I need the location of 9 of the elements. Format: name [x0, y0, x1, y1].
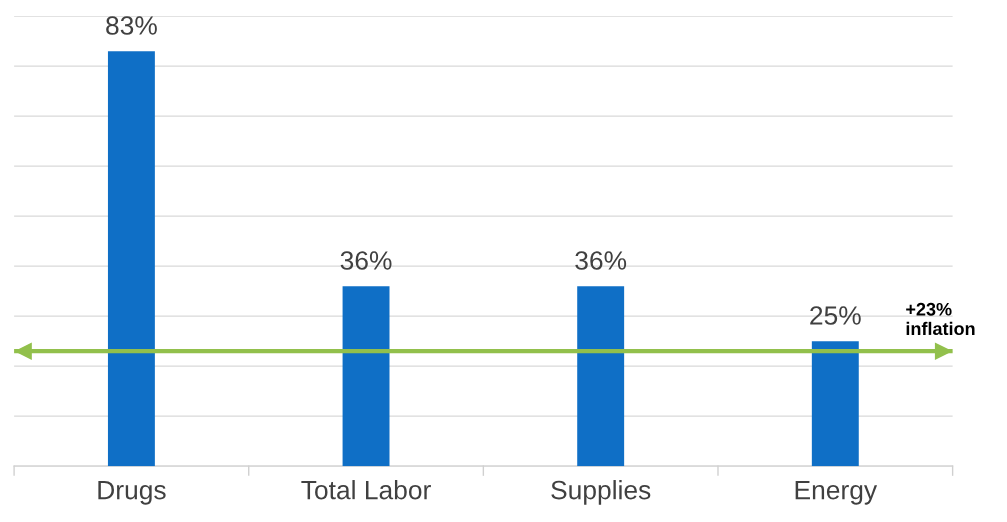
data-label: 36% [575, 251, 627, 270]
x-tick-label: Drugs [98, 481, 166, 505]
data-label: 25% [810, 306, 861, 325]
data-label: 83% [106, 16, 157, 35]
x-tick-label: Energy [795, 481, 878, 505]
x-tick-label: Total Labor [301, 480, 431, 500]
data-label: 36% [340, 251, 392, 270]
x-tick-label: Supplies [551, 480, 651, 505]
ref-line-label: +23% inflation [906, 302, 975, 336]
